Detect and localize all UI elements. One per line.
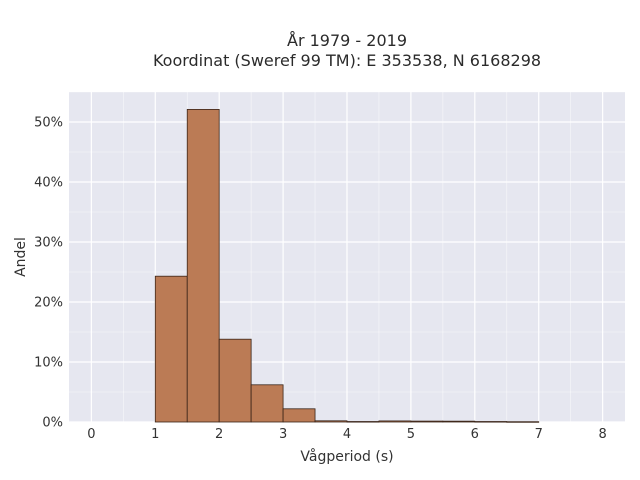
histogram-bar <box>314 420 348 423</box>
histogram-bar <box>442 420 476 423</box>
histogram-bar <box>346 421 380 423</box>
x-tick-label: 8 <box>598 427 606 442</box>
histogram-bar <box>410 420 444 423</box>
y-tick-label: 50% <box>34 116 63 131</box>
y-tick-label: 30% <box>34 236 63 251</box>
histogram-bar <box>218 338 252 423</box>
x-tick-label: 3 <box>279 427 287 442</box>
histogram-bar <box>506 421 540 423</box>
histogram-bar <box>250 384 284 423</box>
chart-title-line-1: År 1979 - 2019 <box>287 31 407 50</box>
x-tick-label: 7 <box>535 427 543 442</box>
x-tick-label: 5 <box>407 427 415 442</box>
x-tick-label: 2 <box>215 427 223 442</box>
y-tick-label: 0% <box>42 416 63 431</box>
histogram-bar <box>186 109 220 423</box>
y-axis-label: Andel <box>13 237 29 277</box>
x-tick-label: 0 <box>87 427 95 442</box>
x-tick-label: 1 <box>151 427 159 442</box>
y-tick-label: 20% <box>34 296 63 311</box>
histogram-bar <box>154 275 188 423</box>
x-axis-ticks: 0 1 2 3 4 5 6 7 8 <box>87 427 607 442</box>
chart-title-line-2: Koordinat (Sweref 99 TM): E 353538, N 61… <box>153 51 541 70</box>
x-axis-label: Vågperiod (s) <box>300 448 393 465</box>
histogram-bar <box>282 408 316 423</box>
histogram-bar <box>474 421 508 423</box>
histogram-bar <box>378 420 412 423</box>
x-tick-label: 4 <box>343 427 351 442</box>
histogram-bars <box>154 109 540 423</box>
y-tick-label: 40% <box>34 176 63 191</box>
y-tick-label: 10% <box>34 356 63 371</box>
y-axis-ticks: 0% 10% 20% 30% 40% 50% <box>34 116 63 431</box>
x-tick-label: 6 <box>471 427 479 442</box>
